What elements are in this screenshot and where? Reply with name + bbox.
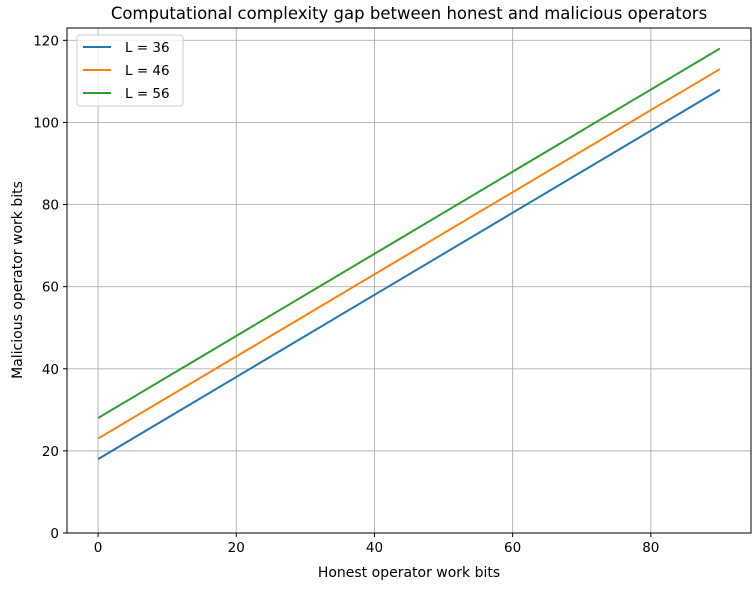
- x-tick-label: 0: [94, 540, 103, 556]
- legend: L = 36 L = 46 L = 56: [76, 34, 184, 107]
- legend-label: L = 46: [125, 63, 170, 79]
- y-tick-label: 60: [42, 280, 59, 296]
- x-tick-label: 60: [504, 540, 521, 556]
- y-axis-label: Malicious operator work bits: [10, 181, 26, 379]
- y-tick-label: 40: [42, 362, 59, 378]
- y-tick-label: 0: [50, 526, 59, 542]
- series-line: [97, 68, 721, 440]
- x-tick-label: 40: [366, 540, 383, 556]
- x-tick-label: 20: [228, 540, 245, 556]
- series-lines: [97, 47, 721, 460]
- series-line: [97, 47, 721, 419]
- chart-title: Computational complexity gap between hon…: [111, 4, 707, 23]
- legend-label: L = 36: [125, 40, 170, 56]
- y-tick-label: 20: [42, 444, 59, 460]
- plot-frame: [66, 27, 752, 534]
- legend-box: [76, 34, 184, 107]
- series-line: [97, 88, 721, 460]
- legend-label: L = 56: [125, 86, 170, 102]
- x-axis-label: Honest operator work bits: [318, 565, 500, 581]
- axis-ticks: 0 20 40 60 80 0 20 40 60 80 100 120: [33, 33, 659, 556]
- y-tick-label: 80: [42, 198, 59, 214]
- y-tick-label: 120: [33, 33, 59, 49]
- y-tick-label: 100: [33, 115, 59, 131]
- x-tick-label: 80: [642, 540, 659, 556]
